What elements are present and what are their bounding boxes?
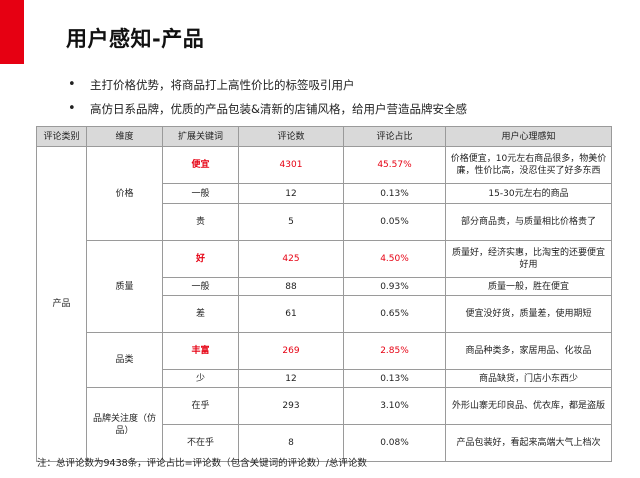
column-header: 用户心理感知: [445, 126, 612, 147]
count-cell: 88: [238, 277, 344, 296]
perception-cell: 15-30元左右的商品: [445, 183, 612, 204]
count-cell: 4301: [238, 146, 344, 184]
table-row: 一般 88 0.93% 质量一般，胜在便宜: [37, 277, 612, 296]
ratio-cell: 45.57%: [343, 146, 446, 184]
perception-cell: 商品种类多，家居用品、化妆品: [445, 332, 612, 370]
bullet-item: • 主打价格优势，将商品打上高性价比的标签吸引用户: [68, 73, 628, 97]
count-cell: 425: [238, 240, 344, 278]
bullet-dot-icon: •: [68, 101, 76, 116]
table-row: 一般 12 0.13% 15-30元左右的商品: [37, 183, 612, 204]
bullet-item: • 高仿日系品牌，优质的产品包装&清新的店铺风格，给用户营造品牌安全感: [68, 97, 628, 121]
table-row: 品牌关注度（仿品） 在乎 293 3.10% 外形山寨无印良品、优衣库，都是盗版: [37, 387, 612, 462]
table-row: 质量 好 425 4.50% 质量好，经济实惠，比淘宝的还要便宜好用: [37, 240, 612, 333]
dimension-cell: 品类: [86, 332, 163, 388]
count-cell: 12: [238, 369, 344, 388]
column-header: 评论数: [238, 126, 344, 147]
dimension-cell: 品牌关注度（仿品）: [86, 387, 163, 462]
page-title: 用户感知-产品: [66, 27, 205, 51]
red-accent-block: [0, 0, 24, 64]
bullet-text: 高仿日系品牌，优质的产品包装&清新的店铺风格，给用户营造品牌安全感: [90, 102, 467, 116]
bullet-text: 主打价格优势，将商品打上高性价比的标签吸引用户: [90, 78, 355, 92]
ratio-cell: 3.10%: [343, 387, 446, 425]
column-header: 评论占比: [343, 126, 446, 147]
count-cell: 12: [238, 183, 344, 204]
table-row: 品类 丰富 269 2.85% 商品种类多，家居用品、化妆品: [37, 332, 612, 388]
keyword-cell: 便宜: [162, 146, 239, 184]
table-row: 不在乎 8 0.08% 产品包装好，看起来高端大气上档次: [37, 424, 612, 462]
column-header: 维度: [86, 126, 163, 147]
keyword-cell: 好: [162, 240, 239, 278]
table-header-row: 评论类别 维度 扩展关键词 评论数 评论占比 用户心理感知: [36, 126, 612, 147]
review-table: 评论类别 维度 扩展关键词 评论数 评论占比 用户心理感知 产品 价格 便宜 4…: [36, 126, 612, 462]
ratio-cell: 0.13%: [343, 369, 446, 388]
ratio-cell: 4.50%: [343, 240, 446, 278]
bullet-dot-icon: •: [68, 77, 76, 92]
ratio-cell: 2.85%: [343, 332, 446, 370]
keyword-cell: 丰富: [162, 332, 239, 370]
count-cell: 269: [238, 332, 344, 370]
dimension-cell: 质量: [86, 240, 163, 333]
column-header: 评论类别: [36, 126, 87, 147]
category-cell: 产品: [36, 146, 87, 462]
count-cell: 5: [238, 203, 344, 241]
table-row: 贵 5 0.05% 部分商品贵，与质量相比价格贵了: [37, 203, 612, 241]
table-row: 产品 价格 便宜 4301 45.57% 价格便宜，10元左右商品很多，物美价廉…: [36, 146, 612, 462]
keyword-cell: 一般: [162, 183, 239, 204]
column-header: 扩展关键词: [162, 126, 239, 147]
perception-cell: 便宜没好货，质量差，使用期短: [445, 295, 612, 333]
perception-cell: 产品包装好，看起来高端大气上档次: [445, 424, 612, 462]
footnote: 注：总评论数为9438条，评论占比=评论数（包含关键词的评论数）/总评论数: [37, 458, 367, 469]
perception-cell: 外形山寨无印良品、优衣库，都是盗版: [445, 387, 612, 425]
perception-cell: 质量一般，胜在便宜: [445, 277, 612, 296]
ratio-cell: 0.13%: [343, 183, 446, 204]
perception-cell: 部分商品贵，与质量相比价格贵了: [445, 203, 612, 241]
keyword-cell: 贵: [162, 203, 239, 241]
keyword-cell: 少: [162, 369, 239, 388]
perception-cell: 价格便宜，10元左右商品很多，物美价廉，性价比高，没忍住买了好多东西: [445, 146, 612, 184]
count-cell: 61: [238, 295, 344, 333]
keyword-cell: 差: [162, 295, 239, 333]
perception-cell: 质量好，经济实惠，比淘宝的还要便宜好用: [445, 240, 612, 278]
perception-cell: 商品缺货，门店小东西少: [445, 369, 612, 388]
ratio-cell: 0.65%: [343, 295, 446, 333]
count-cell: 293: [238, 387, 344, 425]
keyword-cell: 不在乎: [162, 424, 239, 462]
bullet-list: • 主打价格优势，将商品打上高性价比的标签吸引用户 • 高仿日系品牌，优质的产品…: [68, 73, 628, 121]
ratio-cell: 0.05%: [343, 203, 446, 241]
ratio-cell: 0.93%: [343, 277, 446, 296]
keyword-cell: 一般: [162, 277, 239, 296]
count-cell: 8: [238, 424, 344, 462]
keyword-cell: 在乎: [162, 387, 239, 425]
ratio-cell: 0.08%: [343, 424, 446, 462]
dimension-cell: 价格: [86, 146, 163, 241]
